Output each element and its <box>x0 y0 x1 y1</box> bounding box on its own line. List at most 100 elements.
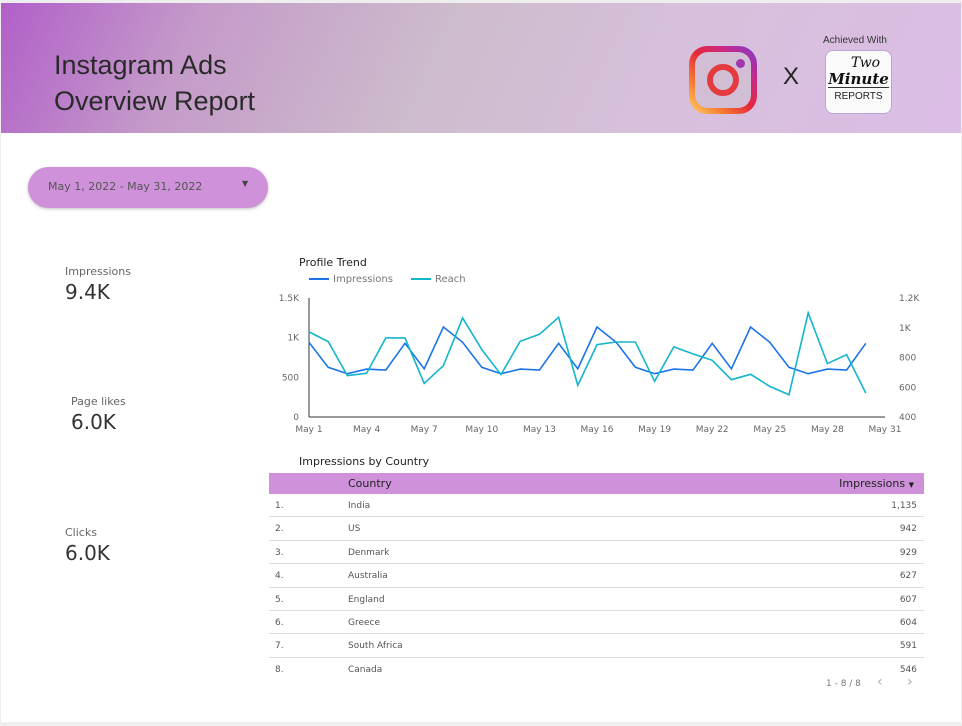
data-point-reach <box>826 362 829 365</box>
data-point-impressions <box>596 325 599 328</box>
impressions-cell: 604 <box>899 617 917 628</box>
row-number: 7. <box>275 641 284 652</box>
kpi-label: Clicks <box>65 526 97 539</box>
data-point-impressions <box>423 367 426 370</box>
data-point-reach <box>404 336 407 339</box>
data-point-reach <box>749 373 752 376</box>
table-header: Country Impressions ▼ <box>269 473 924 494</box>
data-point-reach <box>807 311 810 314</box>
kpi-impressions: Impressions 9.4K <box>65 265 131 304</box>
data-point-reach <box>384 336 387 339</box>
y-right-tick-label: 1.2K <box>899 294 920 304</box>
data-point-impressions <box>807 372 810 375</box>
prev-page-button[interactable]: ‹ <box>877 674 883 690</box>
data-point-impressions <box>768 341 771 344</box>
data-point-reach <box>327 340 330 343</box>
impressions-by-country-table: Country Impressions ▼ 1. India 1,135 2. U… <box>269 473 924 681</box>
y-right-tick-label: 800 <box>899 354 916 364</box>
data-point-impressions <box>730 367 733 370</box>
table-row[interactable]: 6. Greece 604 <box>269 611 924 635</box>
data-point-impressions <box>749 325 752 328</box>
column-header-impressions[interactable]: Impressions ▼ <box>839 477 914 490</box>
table-row[interactable]: 1. India 1,135 <box>269 494 924 518</box>
table-row[interactable]: 3. Denmark 929 <box>269 541 924 565</box>
impressions-cell: 546 <box>899 664 917 675</box>
y-left-tick-label: 500 <box>282 373 299 383</box>
kpi-label: Page likes <box>71 395 126 408</box>
data-point-reach <box>768 385 771 388</box>
title-line-2: Overview Report <box>54 86 256 116</box>
data-point-reach <box>730 378 733 381</box>
x-tick-label: May 7 <box>411 425 438 435</box>
country-cell: Australia <box>348 571 388 582</box>
page-title: Instagram Ads Overview Report <box>54 47 255 119</box>
two-minute-reports-logo: Two Minute REPORTS <box>825 50 892 114</box>
kpi-value: 6.0K <box>65 541 110 565</box>
x-tick-label: May 1 <box>295 425 322 435</box>
date-range-picker[interactable]: May 1, 2022 - May 31, 2022 ▼ <box>28 167 268 208</box>
data-point-reach <box>557 316 560 319</box>
profile-trend-chart: 0 500 1K 1.5K 400 600 800 1K 1.2K May 1 May 4 May 7… <box>279 294 921 435</box>
row-number: 4. <box>275 571 284 582</box>
data-point-reach <box>788 393 791 396</box>
pagination-label: 1 - 8 / 8 <box>826 679 861 689</box>
data-point-impressions <box>788 366 791 369</box>
data-point-reach <box>864 392 867 395</box>
data-point-reach <box>596 343 599 346</box>
x-tick-label: May 16 <box>581 425 614 435</box>
y-right-tick-label: 1K <box>899 324 912 334</box>
data-point-reach <box>365 372 368 375</box>
x-tick-label: May 22 <box>696 425 729 435</box>
x-tick-label: May 4 <box>353 425 380 435</box>
table-title: Impressions by Country <box>299 455 430 468</box>
y-left-tick-label: 0 <box>293 413 299 423</box>
table-row[interactable]: 5. England 607 <box>269 588 924 611</box>
data-point-impressions <box>864 342 867 345</box>
caret-down-icon: ▼ <box>242 179 249 188</box>
next-page-button[interactable]: › <box>907 674 913 690</box>
achieved-with-label: Achieved With <box>823 35 887 46</box>
country-cell: South Africa <box>348 641 403 652</box>
country-cell: Denmark <box>348 547 390 558</box>
column-header-country[interactable]: Country <box>348 477 392 490</box>
x-tick-label: May 10 <box>465 425 498 435</box>
y-left-tick-label: 1K <box>287 334 300 344</box>
data-point-reach <box>461 316 464 319</box>
country-cell: India <box>348 501 371 511</box>
country-cell: Canada <box>348 664 383 675</box>
data-point-impressions <box>711 342 714 345</box>
table-row[interactable]: 4. Australia 627 <box>269 564 924 588</box>
data-point-impressions <box>442 325 445 328</box>
table-row[interactable]: 2. US 942 <box>269 517 924 541</box>
row-number: 2. <box>275 524 284 535</box>
row-number: 8. <box>275 664 284 675</box>
series-line-impressions <box>308 325 867 375</box>
data-point-reach <box>692 352 695 355</box>
table-row[interactable]: 7. South Africa 591 <box>269 634 924 658</box>
kpi-clicks: Clicks 6.0K <box>65 526 110 565</box>
legend-item-reach[interactable]: Reach <box>410 274 466 285</box>
data-point-reach <box>308 330 311 333</box>
chart-legend: Impressions Reach <box>309 274 466 285</box>
x-tick-label: May 28 <box>811 425 844 435</box>
data-point-impressions <box>653 372 656 375</box>
data-point-impressions <box>557 342 560 345</box>
data-point-impressions <box>461 341 464 344</box>
kpi-value: 6.0K <box>71 410 116 434</box>
data-point-impressions <box>634 366 637 369</box>
legend-item-impressions[interactable]: Impressions <box>309 274 393 285</box>
row-number: 1. <box>275 501 284 511</box>
data-point-impressions <box>845 369 848 372</box>
impressions-cell: 627 <box>899 571 917 582</box>
x-tick-label: May 13 <box>523 425 556 435</box>
data-point-impressions <box>538 369 541 372</box>
impressions-cell: 1,135 <box>891 501 917 511</box>
impressions-cell: 591 <box>899 641 917 652</box>
table-row[interactable]: 8. Canada 546 <box>269 658 924 681</box>
report-page: Instagram Ads Overview Report X Achieved… <box>1 3 961 722</box>
country-cell: England <box>348 594 385 605</box>
data-point-reach <box>711 359 714 362</box>
data-point-reach <box>480 348 483 351</box>
row-number: 6. <box>275 617 284 628</box>
data-point-reach <box>672 345 675 348</box>
